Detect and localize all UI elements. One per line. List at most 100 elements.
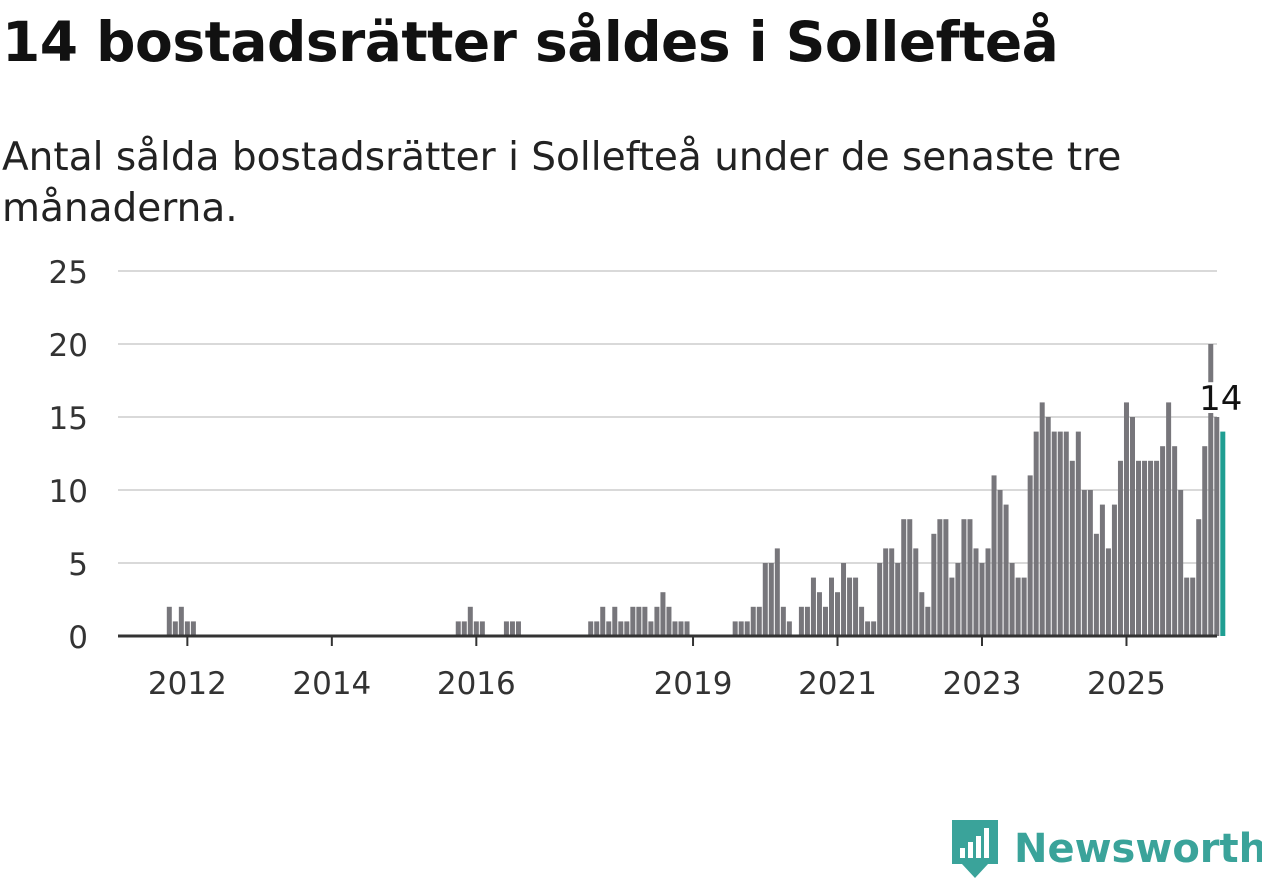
bar bbox=[1117, 460, 1123, 636]
bar bbox=[1148, 460, 1154, 636]
x-tick-label: 2021 bbox=[798, 666, 877, 702]
x-axis-ticks: 2012 2014 2016 2019 2021 2023 2025 bbox=[148, 636, 1166, 702]
bar bbox=[642, 606, 648, 636]
chart-title: 14 bostadsrätter såldes i Sollefteå bbox=[2, 10, 1059, 74]
bar bbox=[166, 606, 172, 636]
bar bbox=[1142, 460, 1148, 636]
bar bbox=[786, 621, 792, 636]
bar bbox=[955, 563, 961, 636]
x-tick-label: 2019 bbox=[654, 666, 733, 702]
bar bbox=[467, 606, 473, 636]
bar bbox=[1051, 431, 1057, 636]
newsworthy-logo-icon bbox=[952, 820, 998, 878]
bar bbox=[889, 548, 895, 636]
bar bbox=[997, 490, 1003, 636]
bar bbox=[1130, 417, 1135, 636]
bar bbox=[509, 621, 515, 636]
bar bbox=[1039, 402, 1045, 636]
bar bbox=[810, 577, 816, 636]
bar bbox=[949, 577, 955, 636]
bar bbox=[961, 519, 967, 636]
bars bbox=[166, 344, 1226, 636]
bar bbox=[847, 577, 853, 636]
bar bbox=[732, 621, 738, 636]
chart-subtitle: Antal sålda bostadsrätter i Sollefteå un… bbox=[2, 135, 1122, 231]
bar bbox=[774, 548, 780, 636]
bar bbox=[829, 577, 834, 636]
bar bbox=[660, 592, 666, 636]
bar bbox=[931, 533, 937, 636]
bar bbox=[1015, 577, 1021, 636]
bar bbox=[1009, 563, 1015, 636]
bar bbox=[937, 519, 943, 636]
bar bbox=[967, 519, 973, 636]
highlight-value-label: 14 bbox=[1199, 379, 1242, 419]
bar bbox=[883, 548, 889, 636]
bar bbox=[1063, 431, 1069, 636]
bar bbox=[172, 621, 178, 636]
bar bbox=[190, 621, 196, 636]
bar bbox=[503, 621, 509, 636]
bar bbox=[1087, 490, 1093, 636]
bar bbox=[1075, 431, 1081, 636]
bar bbox=[919, 592, 925, 636]
y-tick-label: 0 bbox=[68, 620, 88, 656]
bar bbox=[1208, 344, 1214, 636]
bar bbox=[780, 606, 786, 636]
bar bbox=[636, 606, 642, 636]
bar bbox=[804, 606, 810, 636]
bar bbox=[606, 621, 612, 636]
brand-logo: Newsworthy bbox=[950, 818, 1262, 880]
x-tick-label: 2016 bbox=[437, 666, 516, 702]
bar bbox=[630, 606, 636, 636]
bar bbox=[184, 621, 190, 636]
bar bbox=[1160, 446, 1166, 636]
bar bbox=[895, 563, 901, 636]
bar bbox=[515, 621, 521, 636]
bar bbox=[1111, 504, 1117, 636]
bar bbox=[588, 621, 594, 636]
bar bbox=[822, 606, 828, 636]
bar bbox=[1136, 460, 1142, 636]
bar bbox=[473, 621, 479, 636]
bar bbox=[1178, 490, 1184, 636]
bar bbox=[666, 606, 672, 636]
bar bbox=[756, 606, 762, 636]
bar bbox=[1202, 446, 1208, 636]
bar bbox=[943, 519, 949, 636]
bar bbox=[684, 621, 690, 636]
bar bbox=[979, 563, 985, 636]
bar bbox=[648, 621, 654, 636]
brand-name: Newsworthy bbox=[1014, 826, 1262, 872]
y-tick-label: 5 bbox=[68, 547, 88, 583]
bar bbox=[1172, 446, 1178, 636]
bar bbox=[1069, 460, 1075, 636]
y-tick-label: 10 bbox=[49, 474, 88, 510]
bar-highlight bbox=[1220, 431, 1226, 636]
bar bbox=[991, 475, 997, 636]
bar bbox=[1093, 533, 1099, 636]
bar bbox=[178, 606, 184, 636]
x-tick-label: 2023 bbox=[943, 666, 1022, 702]
bar bbox=[1196, 519, 1202, 636]
bar bbox=[913, 548, 919, 636]
bar bbox=[835, 592, 841, 636]
bar bbox=[853, 577, 859, 636]
bar bbox=[479, 621, 485, 636]
y-tick-label: 20 bbox=[49, 328, 88, 364]
bar bbox=[925, 606, 931, 636]
bar bbox=[654, 606, 660, 636]
bar bbox=[1166, 402, 1172, 636]
bar bbox=[901, 519, 907, 636]
bar bbox=[1081, 490, 1087, 636]
bar bbox=[750, 606, 756, 636]
y-axis-ticks: 0 5 10 15 20 25 bbox=[49, 255, 88, 656]
bar bbox=[871, 621, 877, 636]
bar bbox=[455, 621, 461, 636]
bar bbox=[841, 563, 847, 636]
bar bbox=[865, 621, 871, 636]
bar bbox=[612, 606, 618, 636]
bar bbox=[1099, 504, 1105, 636]
bar bbox=[594, 621, 600, 636]
x-tick-label: 2012 bbox=[148, 666, 227, 702]
